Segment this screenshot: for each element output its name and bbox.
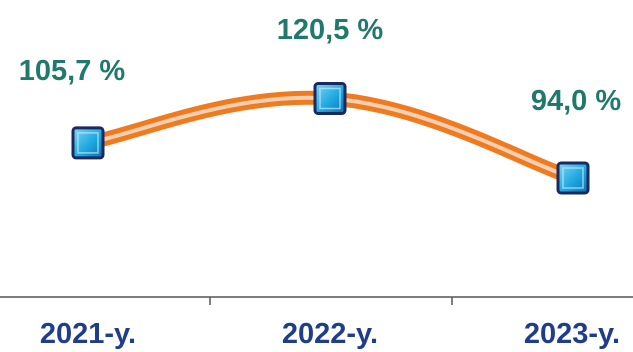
data-point-marker xyxy=(313,82,347,115)
data-label: 105,7 % xyxy=(19,55,126,87)
data-point-marker xyxy=(556,161,590,195)
x-tick-label: 2021-y. xyxy=(40,318,136,350)
x-tick-label: 2022-y. xyxy=(282,318,378,350)
x-tick-label: 2023-y. xyxy=(524,318,620,350)
data-label: 94,0 % xyxy=(531,85,621,117)
data-label: 120,5 % xyxy=(277,14,384,46)
data-point-marker xyxy=(71,126,105,160)
